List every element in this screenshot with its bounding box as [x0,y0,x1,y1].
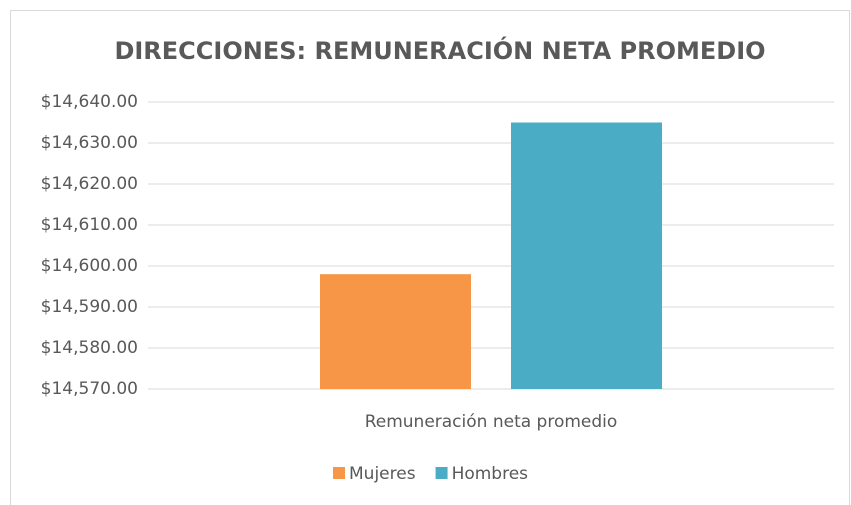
y-tick-label: $14,640.00 [41,92,138,112]
y-tick-label: $14,620.00 [41,174,138,194]
y-tick-label: $14,570.00 [41,379,138,399]
chart-title: DIRECCIONES: REMUNERACIÓN NETA PROMEDIO [114,35,765,65]
y-tick-label: $14,610.00 [41,215,138,235]
y-tick-label: $14,630.00 [41,133,138,153]
legend-swatch [333,467,345,479]
y-tick-label: $14,590.00 [41,297,138,317]
y-tick-label: $14,580.00 [41,338,138,358]
legend-swatch [435,467,448,479]
bar [320,274,471,389]
y-tick-label: $14,600.00 [41,256,138,276]
x-tick-label: Remuneración neta promedio [365,412,618,432]
legend-label: Hombres [452,464,529,484]
chart-border [10,10,850,505]
bar [511,122,662,389]
legend-label: Mujeres [349,464,416,484]
